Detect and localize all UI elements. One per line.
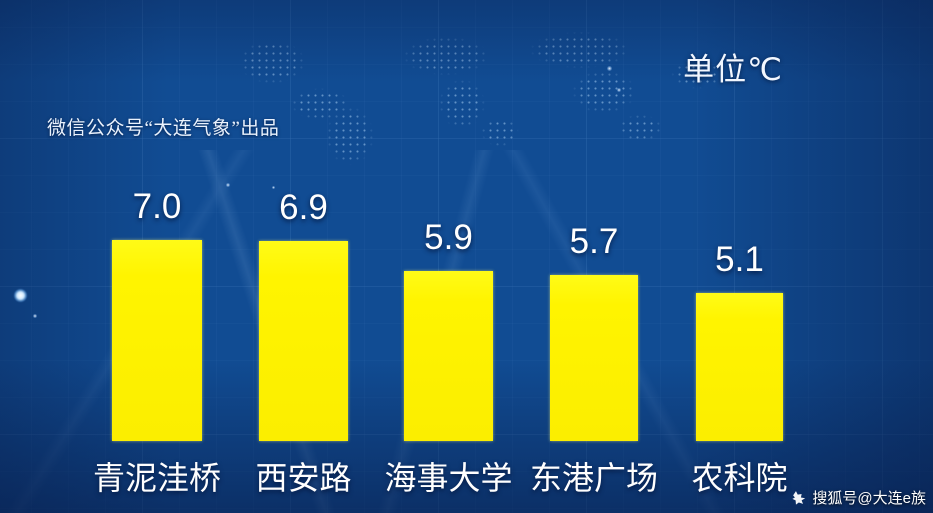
watermark: 搜狐号@大连e族 (791, 487, 926, 508)
bar-value-label: 6.9 (279, 188, 328, 227)
bar-value-label: 5.7 (569, 222, 619, 261)
bar-category-label: 青泥洼桥 (92, 460, 221, 496)
bar-category-label: 西安路 (255, 460, 352, 496)
spark-icon (226, 183, 230, 187)
sohu-fox-icon (791, 489, 808, 506)
source-attribution-label: 微信公众号“大连气象”出品 (47, 118, 280, 139)
bar (550, 275, 638, 441)
bar-value-label: 5.9 (424, 218, 473, 257)
unit-label: 单位℃ (683, 52, 783, 87)
bar-value-label: 5.1 (715, 240, 764, 279)
spark-icon (617, 88, 621, 92)
bar (696, 293, 783, 441)
bar (112, 240, 202, 441)
bar (404, 271, 493, 441)
bar-category-label: 农科院 (691, 460, 788, 496)
spark-icon (607, 66, 612, 71)
bar-value-label: 7.0 (132, 187, 182, 226)
spark-icon (272, 186, 275, 189)
bar (259, 241, 348, 441)
spark-icon (33, 314, 37, 318)
watermark-text: 搜狐号@大连e族 (812, 490, 926, 507)
glow-dot-icon (14, 289, 27, 302)
bar-category-label: 海事大学 (384, 460, 513, 496)
bar-category-label: 东港广场 (529, 460, 658, 496)
